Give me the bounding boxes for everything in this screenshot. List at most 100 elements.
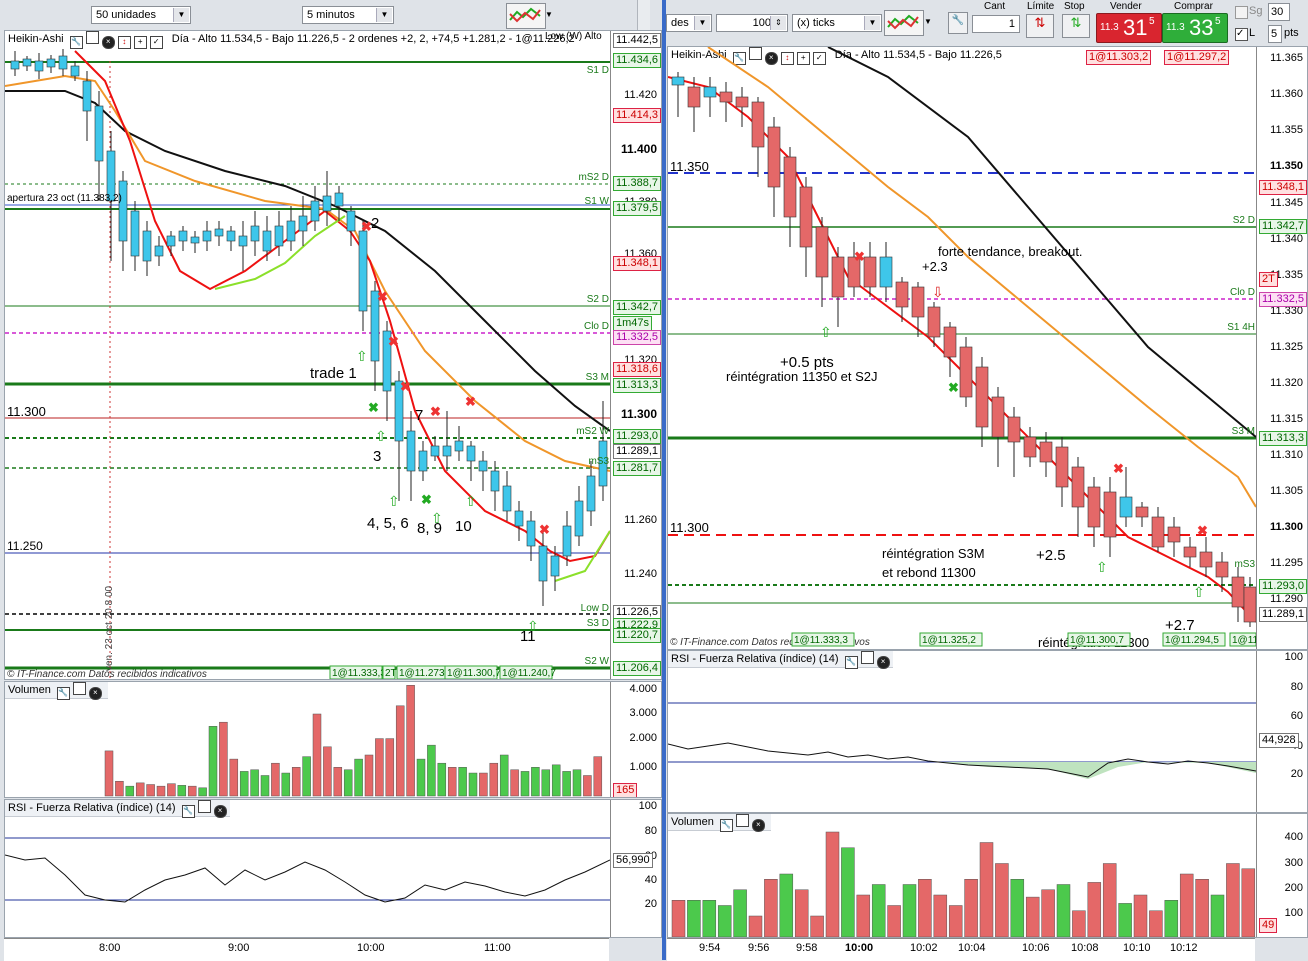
close-icon[interactable]: × xyxy=(213,805,227,818)
l-value: 5 xyxy=(1271,28,1278,40)
candle-body xyxy=(262,230,272,252)
right-price-axis: 11.365 11.360 11.355 11.350 11.345 11.340 11.3… xyxy=(1256,47,1307,649)
close-icon[interactable]: × xyxy=(101,36,115,49)
l-input[interactable]: 5 xyxy=(1268,25,1282,43)
wrench-icon[interactable]: 🔧 xyxy=(69,36,83,49)
annotation: +0.5 pts xyxy=(780,354,834,371)
stop-button[interactable]: ⇅ xyxy=(1062,14,1090,38)
left-volume-panel[interactable]: Volumen 🔧 × 4.000 3.000 2.000 1.000 165 xyxy=(4,681,662,798)
close-icon[interactable]: × xyxy=(764,52,778,65)
volume-bar xyxy=(167,783,176,797)
order-tag-box xyxy=(382,665,396,679)
comprar-button[interactable]: 11.3 33 5 xyxy=(1162,13,1228,43)
right-volume-axis: 400 300 200 100 49 xyxy=(1256,814,1307,937)
arrow-icon[interactable]: ↕ xyxy=(117,36,131,49)
candle-body xyxy=(975,366,989,428)
volume-badge: 49 xyxy=(1259,918,1278,933)
wrench-icon[interactable]: 🔧 xyxy=(719,819,733,832)
checkbox-icon[interactable]: ✓ xyxy=(149,36,163,49)
volume-bar xyxy=(902,884,917,937)
down-arrow-icon: ⇩ xyxy=(932,284,944,300)
candle-body xyxy=(1135,506,1149,518)
ticks-select[interactable]: (x) ticks ▼ xyxy=(792,14,882,32)
annotation: et rebond 11300 xyxy=(882,565,976,580)
plus-icon[interactable]: + xyxy=(796,52,810,65)
candle-body xyxy=(142,230,152,262)
right-chart-type-dropdown[interactable]: ▼ xyxy=(924,17,932,26)
vender-button[interactable]: 11.3 31 5 xyxy=(1096,13,1162,43)
left-rsi-panel[interactable]: RSI - Fuerza Relativa (índice) (14) 🔧 × 1… xyxy=(4,799,662,938)
quantity-select[interactable]: 50 unidades ▼ xyxy=(91,6,191,24)
l-checkbox[interactable]: ✓ xyxy=(1235,28,1248,41)
up-arrow-icon: ⇧ xyxy=(820,324,832,340)
rsi-title: RSI - Fuerza Relativa (índice) (14) xyxy=(8,802,176,814)
candle-body xyxy=(735,96,749,108)
volume-bar xyxy=(779,873,794,937)
sg-checkbox[interactable] xyxy=(1235,6,1248,19)
order-tag-top-1: 1@11.303,2 xyxy=(1086,50,1152,65)
candle-body xyxy=(799,186,813,248)
level-label: S3 D xyxy=(587,618,609,629)
sg-input[interactable]: 30 xyxy=(1268,3,1290,21)
right-volume-panel[interactable]: Volumen 🔧 × 400 300 200 100 49 xyxy=(667,813,1308,938)
candle-body xyxy=(1023,436,1037,458)
checkbox-icon[interactable]: ✓ xyxy=(812,52,826,65)
units-select[interactable]: des ▼ xyxy=(666,14,712,32)
left-scrollbar-top[interactable] xyxy=(637,0,650,30)
window-icon[interactable] xyxy=(860,651,874,664)
volume-bar xyxy=(531,767,540,797)
wrench-button[interactable]: 🔧 xyxy=(948,12,968,34)
chevron-down-icon: ▼ xyxy=(864,16,880,30)
ticks-value-input[interactable]: 100 ⇕ xyxy=(716,14,788,32)
order-tag-box xyxy=(444,665,498,679)
wrench-icon[interactable]: 🔧 xyxy=(844,656,858,669)
time-tick: 9:58 xyxy=(796,942,818,954)
price-tick: 11.240 xyxy=(624,568,657,580)
price-badge: 11.332,5 xyxy=(613,330,661,345)
price-tick: 11.335 xyxy=(1270,269,1303,281)
window-icon[interactable] xyxy=(85,31,99,44)
close-icon[interactable]: × xyxy=(751,819,765,832)
wrench-icon[interactable]: 🔧 xyxy=(181,805,195,818)
chart-type-dropdown[interactable]: ▼ xyxy=(545,10,553,19)
price-tick: 11.315 xyxy=(1270,413,1303,425)
cant-input[interactable]: 1 xyxy=(972,15,1020,33)
volume-bar xyxy=(1041,889,1055,937)
left-time-axis: 8:00 9:00 10:00 11:00 xyxy=(4,938,609,961)
wrench-icon[interactable]: 🔧 xyxy=(732,52,746,65)
window-icon[interactable] xyxy=(735,814,749,827)
right-rsi-panel[interactable]: RSI - Fuerza Relativa (índice) (14) 🔧 × 1… xyxy=(667,650,1308,813)
window-icon[interactable] xyxy=(72,682,86,695)
close-icon[interactable]: × xyxy=(876,656,890,669)
volume-bar xyxy=(395,705,405,797)
volume-bar xyxy=(1133,894,1148,937)
order-tag-box xyxy=(919,632,983,647)
candle-body xyxy=(154,245,164,257)
window-divider[interactable] xyxy=(662,0,666,960)
volume-bar xyxy=(125,785,135,797)
candle-body xyxy=(586,475,596,512)
candle-body xyxy=(911,286,925,318)
arrow-icon[interactable]: ↕ xyxy=(780,52,794,65)
limite-button[interactable]: ⇅ xyxy=(1026,14,1054,38)
annotation: forte tendance, breakout. xyxy=(938,244,1083,259)
comprar-sup: 5 xyxy=(1215,16,1221,27)
sg-value: 30 xyxy=(1271,6,1284,18)
x-marker: ✖ xyxy=(430,404,441,419)
window-icon[interactable] xyxy=(197,800,211,813)
chart-type-button[interactable] xyxy=(506,3,546,29)
left-rsi-axis: 10080604020 56,990 xyxy=(610,800,661,937)
close-icon[interactable]: × xyxy=(88,687,102,700)
candle-body xyxy=(991,396,1005,438)
wrench-icon[interactable]: 🔧 xyxy=(56,687,70,700)
price-badge: 11.220,7 xyxy=(613,628,661,643)
window-icon[interactable] xyxy=(748,47,762,60)
volume-bar xyxy=(291,767,301,797)
right-price-chart[interactable]: Heikin-Ashi 🔧 × ↕ + ✓ Día - Alto 11.534,5 - … xyxy=(667,46,1308,650)
time-tick: 9:00 xyxy=(228,942,250,954)
timeframe-select[interactable]: 5 minutos ▼ xyxy=(302,6,394,24)
right-chart-type-button[interactable] xyxy=(884,10,924,36)
left-price-chart[interactable]: Heikin-Ashi 🔧 × ↕ + ✓ Día - Alto 11.534,5 - … xyxy=(4,30,662,680)
plus-icon[interactable]: + xyxy=(133,36,147,49)
up-arrow-icon: ⇧ xyxy=(431,510,443,526)
